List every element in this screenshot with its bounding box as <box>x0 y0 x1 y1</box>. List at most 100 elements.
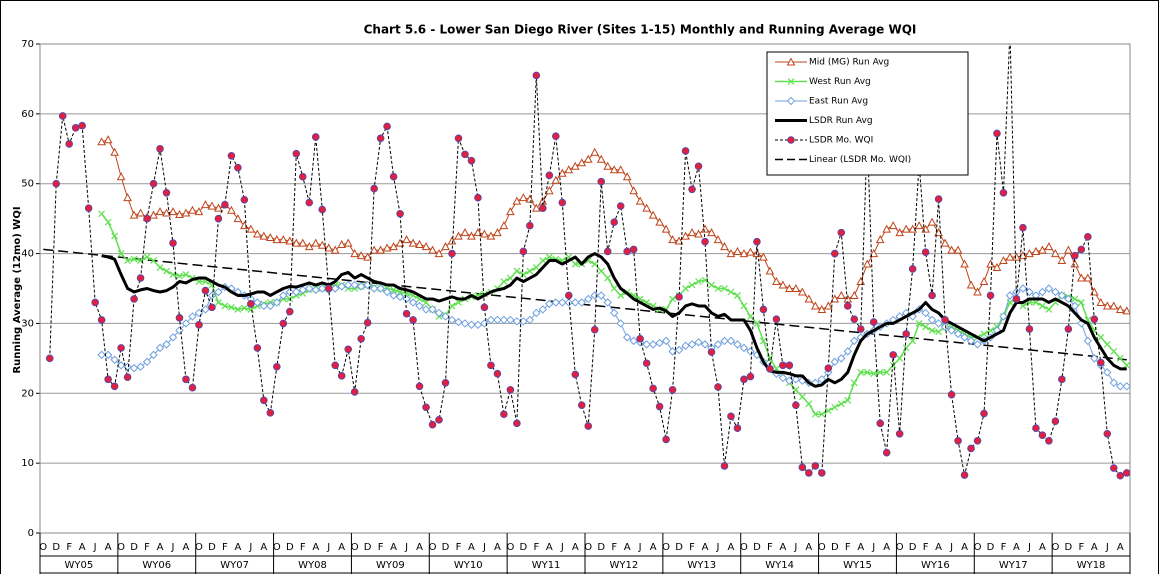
marker <box>1064 294 1073 304</box>
marker <box>1044 242 1054 251</box>
marker <box>1070 301 1080 311</box>
marker <box>182 375 190 384</box>
x-tick-label: F <box>845 542 851 553</box>
marker <box>817 304 827 313</box>
marker <box>700 224 710 233</box>
x-tick-label: D <box>1065 542 1073 553</box>
x-tick-label: J <box>793 542 797 553</box>
marker <box>681 147 690 155</box>
marker <box>687 228 697 237</box>
marker <box>343 280 353 290</box>
marker <box>65 140 73 148</box>
y-tick-label: 20 <box>21 388 34 399</box>
x-tick-label: D <box>130 542 138 553</box>
marker <box>1038 302 1046 310</box>
marker <box>292 287 301 297</box>
marker <box>461 150 469 159</box>
marker <box>999 188 1008 197</box>
marker <box>902 330 910 338</box>
marker <box>895 430 904 438</box>
marker <box>869 249 879 258</box>
marker <box>1109 301 1119 310</box>
marker <box>408 298 418 307</box>
marker <box>545 299 554 309</box>
marker <box>337 282 346 291</box>
x-tick-label: A <box>416 542 423 553</box>
marker <box>512 317 522 326</box>
x-tick-label: A <box>624 542 631 553</box>
marker <box>169 271 177 278</box>
marker <box>648 210 658 219</box>
y-tick-label: 50 <box>21 179 34 190</box>
x-tick-label: O <box>740 542 748 553</box>
x-tick-label: A <box>857 542 864 553</box>
marker <box>1122 306 1130 315</box>
marker <box>909 337 917 345</box>
marker <box>428 420 437 429</box>
marker <box>408 238 418 247</box>
marker <box>331 284 340 293</box>
marker <box>649 384 657 393</box>
marker <box>701 237 709 246</box>
marker <box>234 163 242 172</box>
marker <box>272 235 282 244</box>
marker <box>448 249 456 258</box>
x-tick-label: O <box>1051 542 1059 553</box>
marker <box>175 209 184 218</box>
marker <box>766 365 774 373</box>
marker <box>740 302 748 310</box>
marker <box>973 340 982 349</box>
marker <box>616 202 625 210</box>
marker <box>214 287 223 297</box>
marker <box>1071 295 1079 303</box>
marker <box>778 280 788 289</box>
x-tick-label: A <box>961 542 968 553</box>
chart-title: Chart 5.6 - Lower San Diego River (Sites… <box>364 23 917 37</box>
marker <box>694 229 703 238</box>
marker <box>973 436 982 445</box>
marker <box>487 361 495 370</box>
marker <box>1116 471 1125 480</box>
marker <box>636 334 644 343</box>
marker <box>467 156 476 165</box>
marker <box>753 237 761 246</box>
marker <box>422 403 430 412</box>
marker <box>947 245 956 254</box>
marker <box>661 336 671 346</box>
marker <box>506 274 514 282</box>
marker <box>344 345 352 354</box>
marker <box>110 147 119 156</box>
marker <box>837 228 846 237</box>
marker <box>369 245 379 254</box>
marker <box>110 382 119 391</box>
marker <box>635 196 645 205</box>
marker <box>1103 430 1112 438</box>
marker <box>791 283 801 292</box>
marker <box>915 320 923 327</box>
marker <box>571 298 580 307</box>
x-tick-label: J <box>326 542 330 553</box>
marker <box>434 249 444 258</box>
marker <box>947 390 956 399</box>
legend-label: LSDR Mo. WQI <box>809 136 873 146</box>
marker <box>1058 375 1066 384</box>
marker <box>1051 249 1060 258</box>
x-tick-label: A <box>1117 542 1124 553</box>
marker <box>1064 325 1073 333</box>
marker <box>901 224 911 233</box>
x-group-label: WY07 <box>220 560 249 571</box>
marker <box>739 249 749 258</box>
marker <box>571 370 580 379</box>
marker <box>934 195 943 203</box>
marker <box>876 419 885 428</box>
marker <box>804 294 814 303</box>
marker <box>234 306 242 313</box>
marker <box>544 186 554 195</box>
marker <box>260 396 268 405</box>
marker <box>843 302 852 310</box>
marker <box>434 308 444 318</box>
marker <box>604 274 612 282</box>
marker <box>642 359 651 368</box>
x-tick-label: A <box>572 542 579 553</box>
